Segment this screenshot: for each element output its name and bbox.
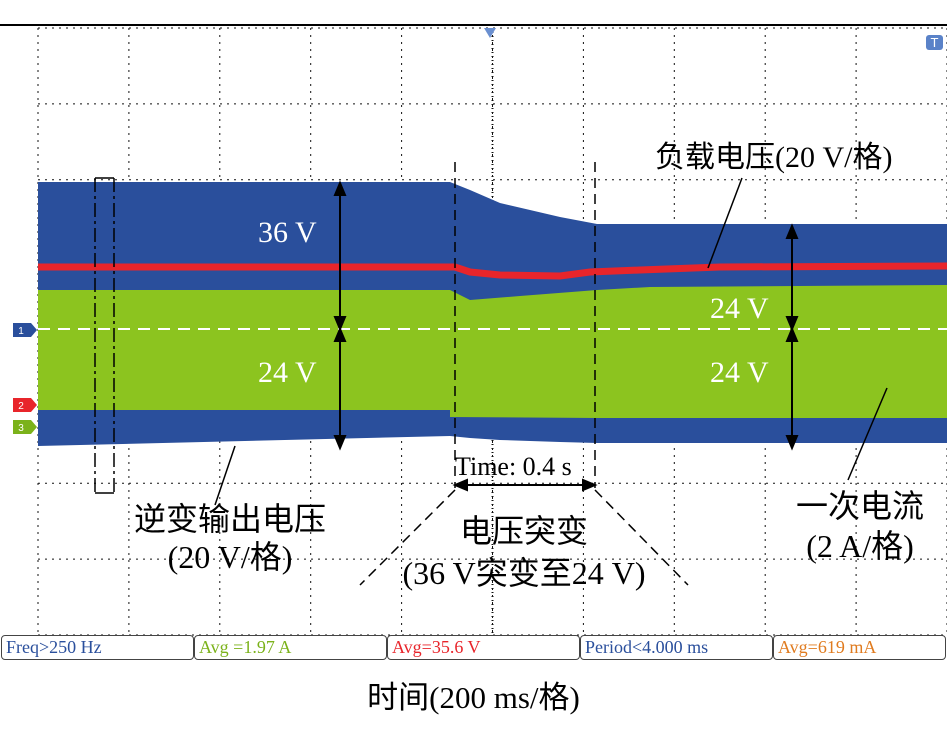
label-step-detail: (36 V突变至24 V)	[403, 555, 646, 591]
label-24v-left: 24 V	[258, 356, 317, 389]
label-load-voltage: 负载电压(20 V/格)	[655, 141, 892, 174]
measurement-avg-ma: Avg=619 mA	[773, 635, 946, 660]
load-voltage-trace	[38, 262, 947, 280]
step-markers	[454, 162, 596, 488]
measurement-avg-voltage: Avg=35.6 V	[387, 635, 580, 660]
measurement-avg-current: Avg =1.97 A	[194, 635, 387, 660]
primary-current-trace	[38, 285, 947, 418]
label-primary-title: 一次电流	[796, 488, 924, 524]
label-36v: 36 V	[258, 216, 317, 249]
x-axis-label: 时间(200 ms/格)	[367, 680, 580, 715]
inverter-bracket	[94, 177, 115, 494]
svg-text:3: 3	[18, 423, 24, 434]
label-step-title: 电压突变	[460, 513, 588, 549]
label-time: Time: 0.4 s	[455, 452, 572, 481]
channel-2-marker: 2	[13, 398, 37, 412]
svg-text:T: T	[931, 35, 939, 50]
label-primary-scale: (2 A/格)	[806, 528, 914, 564]
trigger-position-icon	[484, 28, 496, 38]
label-24v-right-top: 24 V	[710, 292, 769, 325]
measurement-freq: Freq>250 Hz	[1, 635, 194, 660]
measure-arrows	[214, 177, 888, 586]
label-inverter-scale: (20 V/格)	[168, 539, 293, 575]
channel-1-marker: 1	[13, 323, 37, 337]
svg-text:2: 2	[18, 401, 24, 412]
trigger-icon: T	[926, 35, 943, 50]
svg-text:1: 1	[18, 326, 24, 337]
channel-3-marker: 3	[13, 420, 37, 434]
measurement-period: Period<4.000 ms	[580, 635, 773, 660]
label-inverter-title: 逆变输出电压	[134, 501, 326, 537]
label-24v-right-bottom: 24 V	[710, 356, 769, 389]
